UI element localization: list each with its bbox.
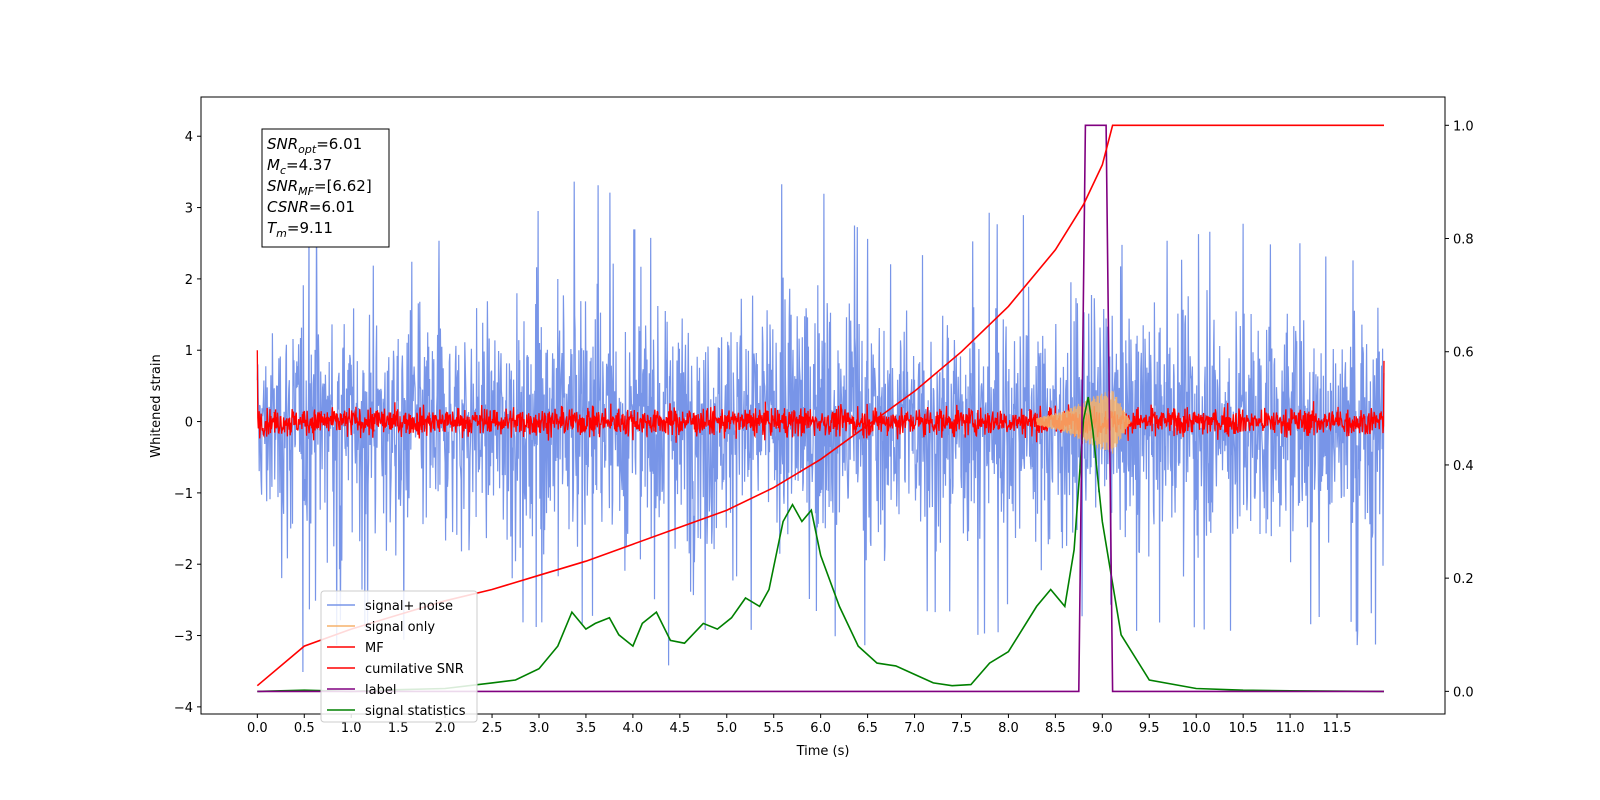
x-tick-label: 2.5 [482, 721, 503, 736]
x-tick-label: 7.5 [951, 721, 972, 736]
x-tick-label: 3.0 [529, 721, 550, 736]
x-tick-label: 1.0 [341, 721, 362, 736]
x-tick-label: 3.5 [576, 721, 597, 736]
y-right-tick-label: 0.2 [1453, 572, 1474, 587]
annotation-line: CSNR=6.01 [267, 198, 355, 216]
x-tick-label: 9.5 [1139, 721, 1160, 736]
legend-label: signal statistics [365, 704, 466, 719]
annotation-line: SNRMF=[6.62] [267, 177, 372, 198]
series-signal-plus-noise [256, 181, 1385, 673]
x-tick-label: 5.5 [763, 721, 784, 736]
y-tick-label: −2 [174, 558, 193, 573]
series-signal-statistics [257, 396, 1385, 693]
y-tick-label: 3 [185, 202, 193, 217]
y-tick-label: 4 [185, 130, 193, 145]
x-tick-label: 10.0 [1182, 721, 1211, 736]
x-tick-label: 6.0 [810, 721, 831, 736]
y-right-tick-label: 0.8 [1453, 233, 1474, 248]
y-tick-label: −1 [174, 487, 193, 502]
x-tick-label: 1.5 [388, 721, 409, 736]
annotation-frame [261, 128, 390, 248]
x-tick-label: 6.5 [857, 721, 878, 736]
y-tick-label: −3 [174, 630, 193, 645]
y-right-tick-label: 0.4 [1453, 459, 1474, 474]
y-right-tick-label: 0.6 [1453, 346, 1474, 361]
y-tick-label: 0 [185, 416, 193, 431]
y-right-tick-label: 1.0 [1453, 119, 1474, 134]
series-mf [256, 350, 1385, 445]
annotation-line: SNRopt=6.01 [267, 135, 362, 156]
legend-label: MF [365, 641, 384, 656]
x-tick-label: 4.5 [669, 721, 690, 736]
series-signal-only [1036, 390, 1131, 454]
annotation-line: Mc=4.37 [267, 156, 332, 177]
legend-label: signal+ noise [365, 599, 453, 614]
y-axis-left: 4 3 2 1 0 −1 −2 −3 −4 [174, 130, 201, 716]
y-tick-label: −4 [174, 701, 193, 716]
legend: signal+ noise signal only MF cumilative SNR… [320, 590, 478, 723]
series-label [257, 124, 1384, 693]
x-tick-label: 7.0 [904, 721, 925, 736]
x-axis-label: Time (s) [796, 744, 850, 759]
x-tick-label: 11.0 [1276, 721, 1305, 736]
annotation-line: Tm=9.11 [267, 219, 333, 240]
legend-label: signal only [365, 620, 435, 635]
y-tick-label: 1 [185, 344, 193, 359]
y-tick-label: 2 [185, 273, 193, 288]
legend-label: cumilative SNR [365, 662, 464, 677]
x-tick-label: 11.5 [1323, 721, 1352, 736]
x-tick-label: 0.0 [247, 721, 268, 736]
x-tick-label: 0.5 [294, 721, 315, 736]
x-tick-label: 5.0 [716, 721, 737, 736]
x-tick-label: 8.5 [1045, 721, 1066, 736]
legend-frame [320, 590, 478, 723]
x-tick-label: 4.0 [623, 721, 644, 736]
y-axis-right: 1.0 0.8 0.6 0.4 0.2 0.0 [1445, 119, 1474, 700]
legend-label: label [365, 683, 396, 698]
axes-frame [200, 96, 1446, 715]
x-tick-label: 9.0 [1092, 721, 1113, 736]
x-axis: 0.0 0.5 1.0 1.5 2.0 2.5 3.0 3.5 4.0 4.5 5.0 5.5 6.0 6… [247, 714, 1352, 736]
x-tick-label: 2.0 [435, 721, 456, 736]
x-tick-label: 8.0 [998, 721, 1019, 736]
y-right-tick-label: 0.0 [1453, 685, 1474, 700]
y-axis-label: Whitened strain [149, 354, 164, 457]
x-tick-label: 10.5 [1229, 721, 1258, 736]
